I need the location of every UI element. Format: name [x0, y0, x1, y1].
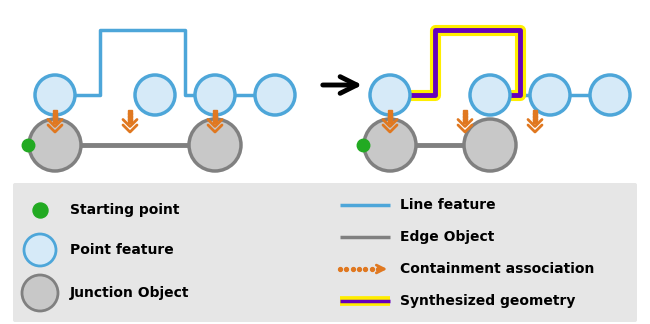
- Circle shape: [530, 75, 570, 115]
- Text: Containment association: Containment association: [400, 262, 594, 276]
- FancyBboxPatch shape: [13, 183, 637, 322]
- Text: Line feature: Line feature: [400, 198, 495, 212]
- Text: Edge Object: Edge Object: [400, 230, 495, 244]
- Circle shape: [590, 75, 630, 115]
- Circle shape: [464, 119, 516, 171]
- Circle shape: [195, 75, 235, 115]
- Circle shape: [22, 275, 58, 311]
- Circle shape: [470, 75, 510, 115]
- Circle shape: [364, 119, 416, 171]
- Circle shape: [24, 234, 56, 266]
- Text: Junction Object: Junction Object: [70, 286, 190, 300]
- Text: Starting point: Starting point: [70, 203, 179, 217]
- Circle shape: [189, 119, 241, 171]
- Text: Point feature: Point feature: [70, 243, 174, 257]
- Text: Synthesized geometry: Synthesized geometry: [400, 294, 575, 308]
- Circle shape: [135, 75, 175, 115]
- Circle shape: [370, 75, 410, 115]
- Circle shape: [29, 119, 81, 171]
- Circle shape: [255, 75, 295, 115]
- Circle shape: [35, 75, 75, 115]
